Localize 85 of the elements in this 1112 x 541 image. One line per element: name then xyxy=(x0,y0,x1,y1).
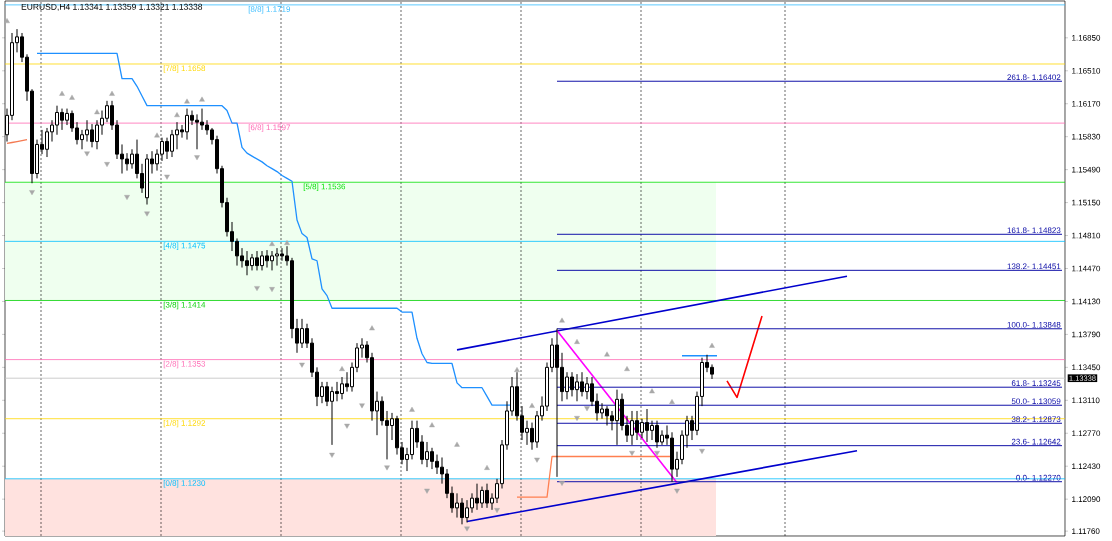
point xyxy=(429,422,435,428)
point xyxy=(649,388,655,394)
point xyxy=(559,317,565,323)
ref-line-label: [6/8] 1.1597 xyxy=(248,124,291,132)
y-tick-label: 1.12770 xyxy=(1072,430,1101,437)
ref-line-label: [0/8] 1.1230 xyxy=(163,480,206,488)
point xyxy=(59,90,65,96)
series-label: 50.0- 1.13059 xyxy=(1011,398,1061,405)
point xyxy=(534,457,540,463)
point xyxy=(424,488,430,494)
point xyxy=(94,109,100,115)
point xyxy=(254,286,260,292)
y-tick-label: 1.12090 xyxy=(1072,496,1101,502)
point xyxy=(184,98,190,104)
point xyxy=(144,211,150,217)
y-tick-label: 1.15490 xyxy=(1072,166,1101,173)
y-tick-label: 1.11760 xyxy=(1072,528,1100,534)
ref-line-label: [4/8] 1.1475 xyxy=(163,242,206,251)
y-tick-label: 1.14810 xyxy=(1072,232,1101,239)
point xyxy=(269,241,275,246)
point xyxy=(709,342,715,348)
y-tick-label: 1.16850 xyxy=(1072,35,1101,41)
y-tick-label: 1.15150 xyxy=(1072,199,1101,206)
point xyxy=(124,195,130,200)
ref-line-label: [2/8] 1.1353 xyxy=(163,360,206,369)
point xyxy=(69,94,75,100)
point xyxy=(174,112,180,118)
point xyxy=(164,174,170,180)
point xyxy=(339,366,345,371)
point xyxy=(574,338,580,344)
y-tick-label: 1.12430 xyxy=(1072,463,1101,470)
chart-title: EURUSD,H4 1.13341 1.13359 1.13321 1.13338 xyxy=(21,3,203,11)
point xyxy=(299,362,305,368)
point xyxy=(384,465,390,471)
point xyxy=(344,423,350,429)
point xyxy=(559,480,565,486)
point xyxy=(494,508,500,514)
series-label: 138.2- 1.14451 xyxy=(1007,263,1061,270)
point xyxy=(329,452,335,458)
point xyxy=(464,526,470,532)
point xyxy=(529,402,535,408)
y-tick-label: 1.15830 xyxy=(1072,133,1101,140)
point xyxy=(514,367,520,372)
point xyxy=(369,325,375,331)
series-label: 261.8- 1.16402 xyxy=(1007,74,1061,81)
y-tick-label: 1.13110 xyxy=(1072,397,1100,404)
y-tick-label: 1.16170 xyxy=(1072,100,1101,107)
point xyxy=(269,287,275,293)
point xyxy=(699,449,705,454)
series-label: 0.0- 1.12270 xyxy=(1016,474,1061,481)
point xyxy=(654,450,660,456)
series-label: 38.2- 1.12873 xyxy=(1011,416,1061,423)
y-tick-label: 1.14470 xyxy=(1072,265,1101,272)
series-label: 161.8- 1.14823 xyxy=(1007,227,1061,234)
y-tick-label: 1.13790 xyxy=(1072,331,1101,338)
ref-line-label: [5/8] 1.1536 xyxy=(303,183,346,191)
point xyxy=(669,399,675,404)
point xyxy=(104,162,110,168)
ref-line-label: [7/8] 1.1658 xyxy=(163,65,206,73)
y-tick-label: 1.16510 xyxy=(1072,67,1101,74)
point xyxy=(629,450,635,456)
point xyxy=(84,151,90,157)
point xyxy=(674,488,680,494)
point xyxy=(359,403,365,409)
point xyxy=(409,406,415,412)
ref-line-label: [3/8] 1.1414 xyxy=(163,301,206,310)
series-label: 100.0- 1.13848 xyxy=(1007,321,1061,328)
point xyxy=(574,416,580,421)
point xyxy=(484,464,490,470)
point xyxy=(29,190,35,196)
point xyxy=(584,406,590,412)
point xyxy=(194,155,200,161)
point xyxy=(454,441,460,447)
ref-line-label: [1/8] 1.1292 xyxy=(163,419,206,428)
point xyxy=(284,240,290,245)
point xyxy=(199,96,205,102)
point xyxy=(154,132,160,138)
ref-line-label: [8/8] 1.1719 xyxy=(248,6,291,14)
point xyxy=(604,351,610,357)
point xyxy=(624,366,630,371)
series-label: 23.6- 1.12642 xyxy=(1011,438,1061,445)
y-tick-label: 1.13450 xyxy=(1072,364,1101,371)
y-tick-label: 1.14130 xyxy=(1072,298,1101,305)
point xyxy=(109,90,115,96)
series-label: 61.8- 1.13245 xyxy=(1011,380,1061,387)
